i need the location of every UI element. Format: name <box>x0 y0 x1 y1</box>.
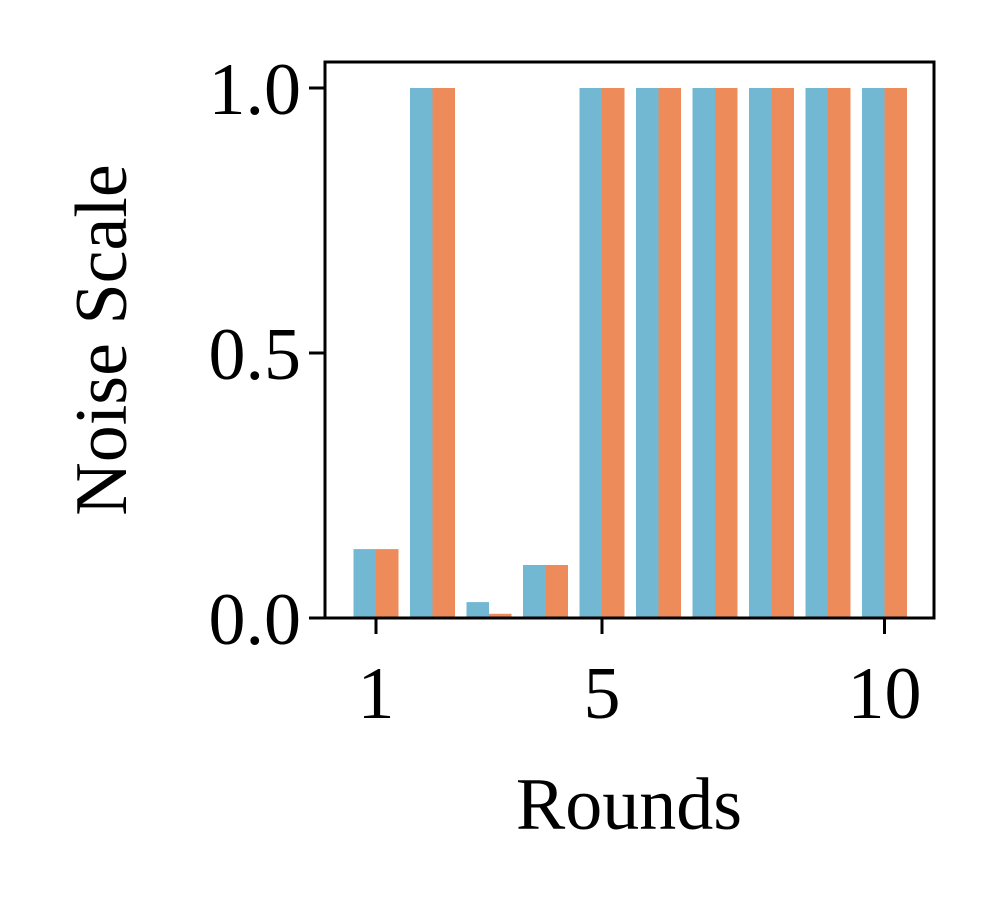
bar-series1-round-6 <box>636 88 659 618</box>
bar-series2-round-1 <box>376 549 399 618</box>
x-tick-label: 1 <box>358 653 395 735</box>
bar-series2-round-10 <box>884 88 907 618</box>
bar-series2-round-9 <box>828 88 851 618</box>
bar-series1-round-9 <box>805 88 828 618</box>
bars-layer <box>353 88 907 618</box>
y-tick-label: 0.5 <box>209 314 302 396</box>
x-tick-label: 10 <box>848 653 922 735</box>
bar-series1-round-10 <box>862 88 885 618</box>
y-tick-label: 1.0 <box>209 49 302 131</box>
bar-series1-round-8 <box>749 88 772 618</box>
bar-series1-round-5 <box>579 88 602 618</box>
bar-series2-round-2 <box>432 88 455 618</box>
bar-series2-round-4 <box>545 565 568 618</box>
y-tick-label: 0.0 <box>209 579 302 661</box>
x-axis-title: Rounds <box>516 764 742 846</box>
ticks-layer: 0.0 0.5 1.0 1 5 10 <box>209 49 922 735</box>
plot-frame <box>323 60 936 620</box>
bar-series2-round-3 <box>489 613 512 618</box>
bar-series2-round-7 <box>715 88 738 618</box>
bar-series1-round-1 <box>353 549 376 618</box>
bar-series1-round-4 <box>523 565 546 618</box>
x-tick-label: 5 <box>584 653 621 735</box>
bar-series2-round-5 <box>602 88 625 618</box>
bar-series1-round-7 <box>692 88 715 618</box>
bar-series1-round-3 <box>466 602 489 618</box>
bar-series1-round-2 <box>410 88 433 618</box>
bar-series2-round-6 <box>658 88 681 618</box>
bar-series2-round-8 <box>771 88 794 618</box>
y-axis-title: Noise Scale <box>61 164 143 515</box>
